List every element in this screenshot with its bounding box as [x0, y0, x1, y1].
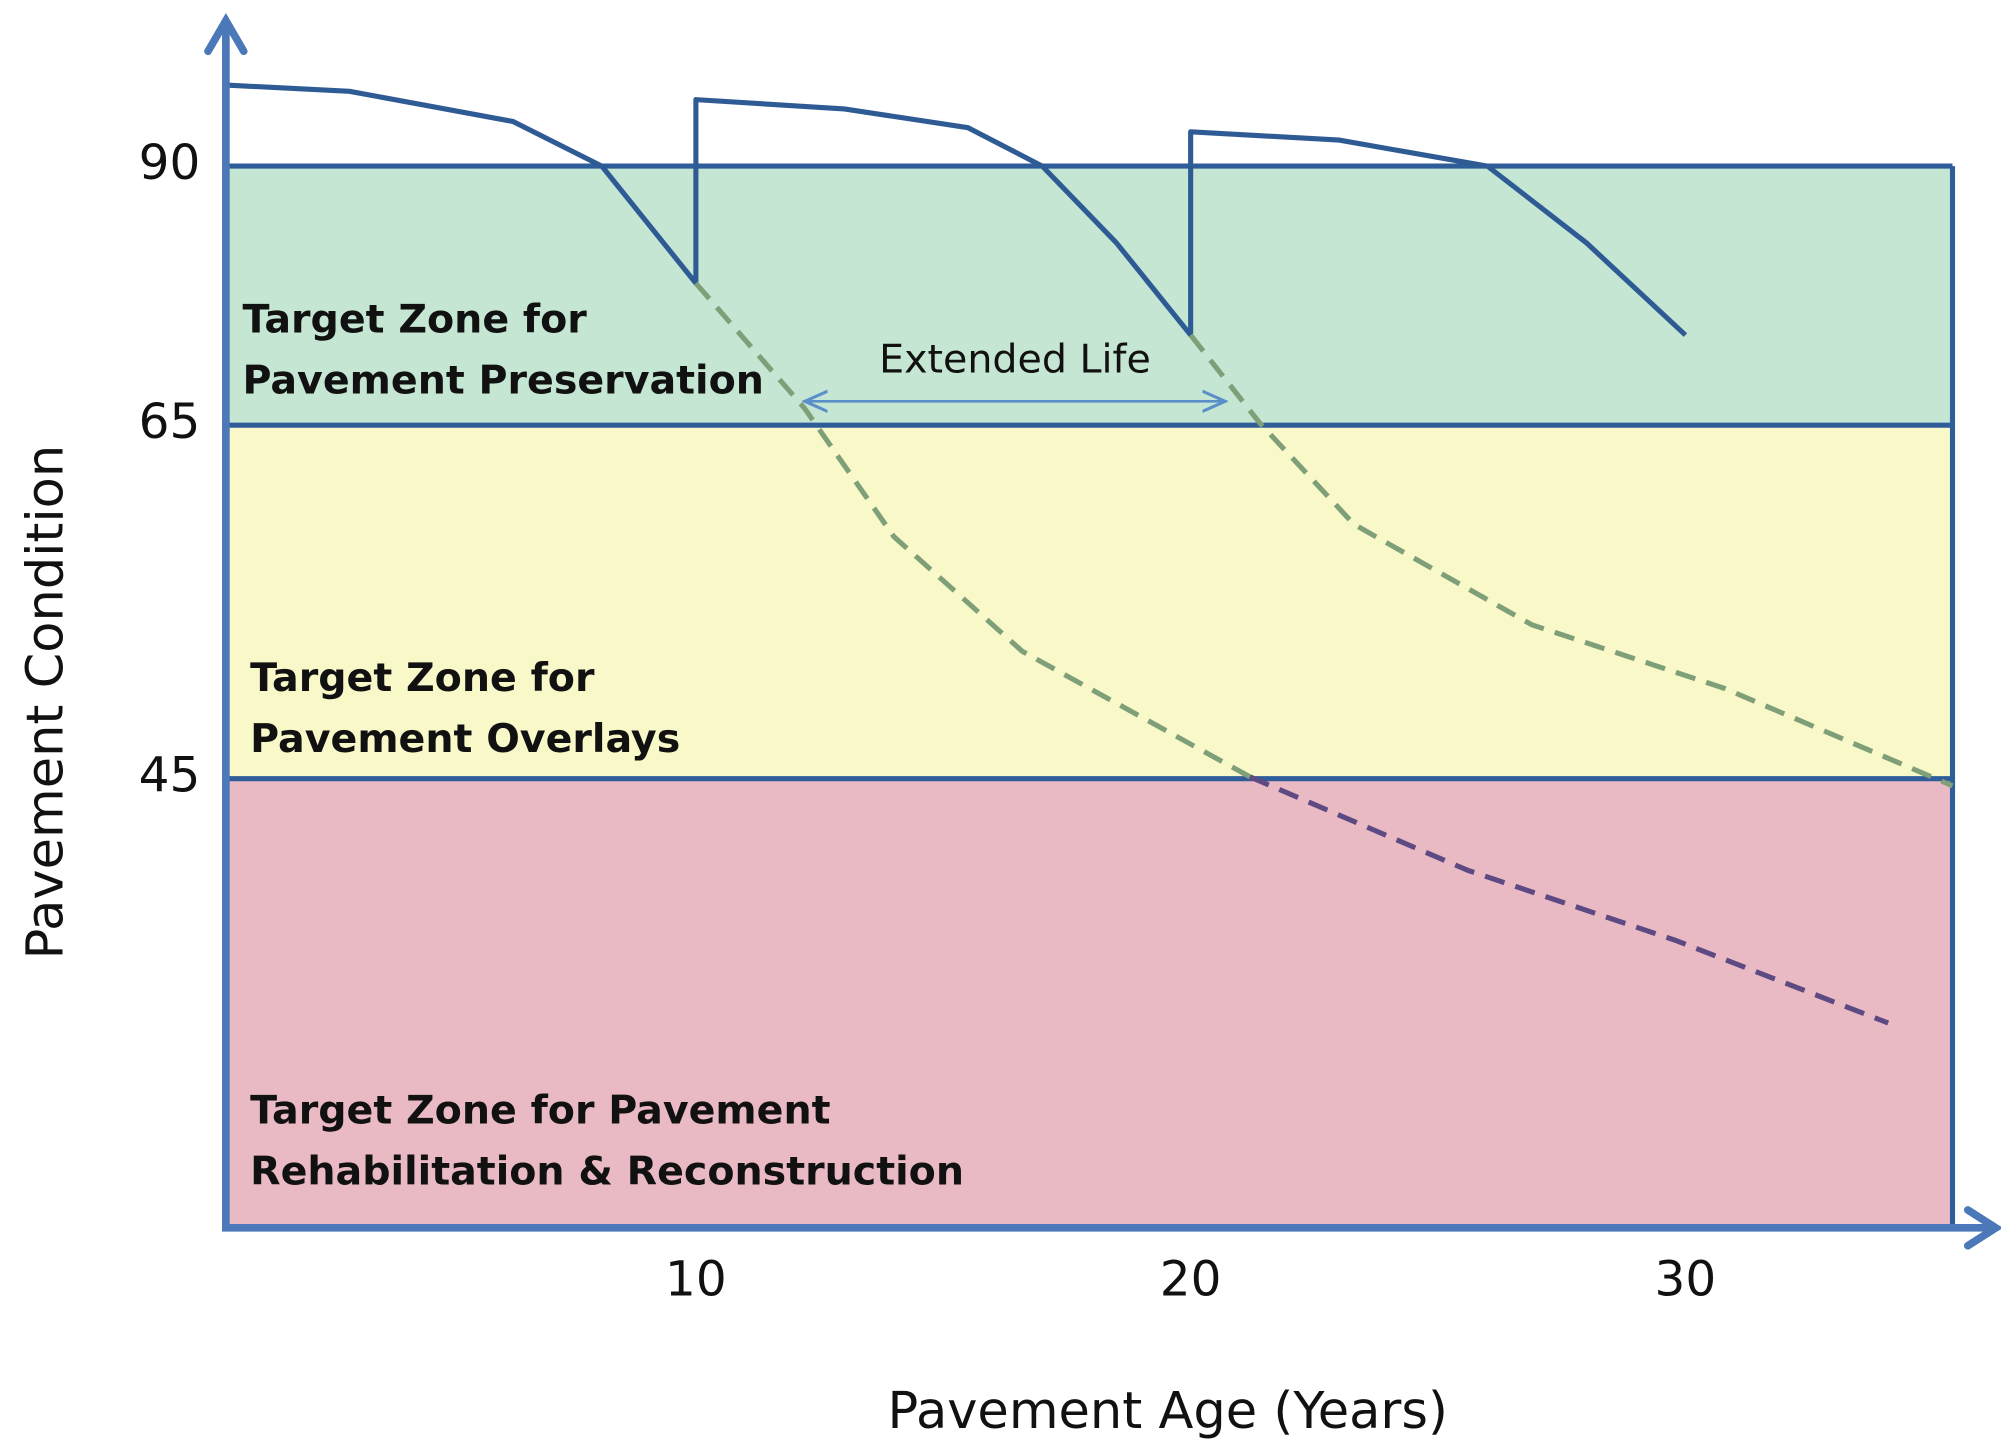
zone-label: Target Zone for	[250, 655, 595, 701]
zone	[225, 425, 1953, 779]
x-tick-label: 20	[1160, 1252, 1222, 1308]
zone-label: Target Zone for	[242, 296, 587, 342]
x-axis-title: Pavement Age (Years)	[887, 1382, 1447, 1441]
zone	[225, 166, 1953, 426]
y-tick-label: 65	[139, 394, 201, 450]
zone-label: Target Zone for Pavement	[250, 1088, 830, 1134]
y-axis-title: Pavement Condition	[16, 445, 75, 960]
line	[225, 82, 1688, 338]
zone-label: Rehabilitation & Reconstruction	[250, 1149, 964, 1195]
y-tick-label: 90	[139, 135, 201, 191]
zone	[225, 778, 1953, 1228]
line	[1188, 333, 1954, 789]
x-tick-label: 10	[665, 1252, 727, 1308]
annotation-text: Extended Life	[879, 336, 1151, 382]
y-tick-label: 45	[139, 748, 201, 804]
zone-label: Pavement Overlays	[250, 716, 680, 762]
zone-label: Pavement Preservation	[242, 358, 764, 404]
x-axis-arrow	[1963, 1206, 2001, 1250]
x-tick-label: 30	[1654, 1252, 1716, 1308]
line	[693, 281, 1252, 780]
y-axis-arrow	[204, 13, 248, 56]
